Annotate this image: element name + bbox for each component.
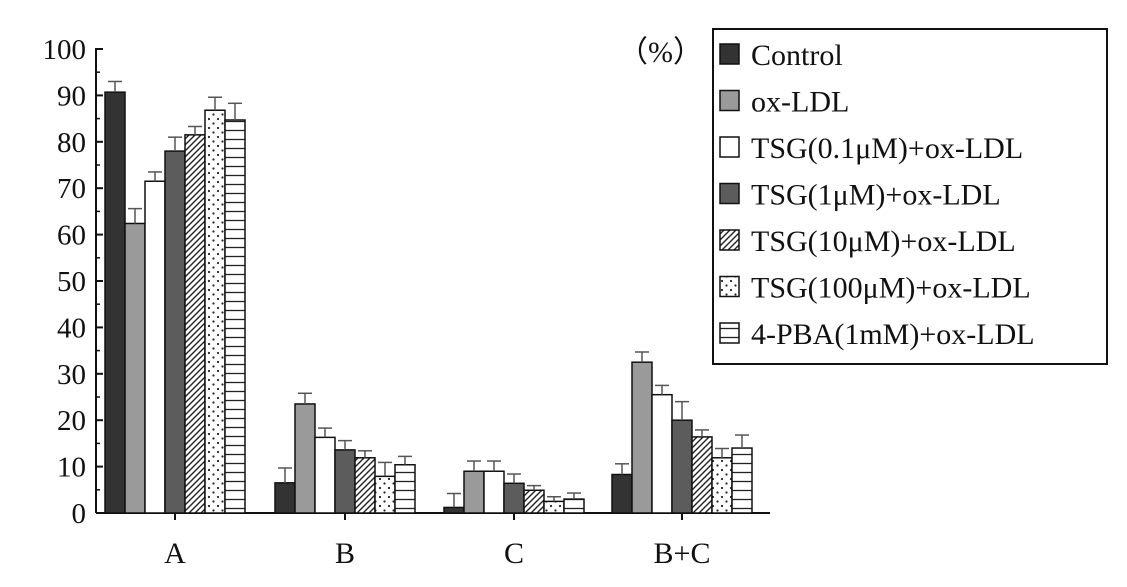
- legend-swatch: [719, 43, 740, 65]
- legend-swatch: [719, 275, 740, 298]
- bar: [691, 436, 713, 514]
- legend-label: ox-LDL: [751, 86, 849, 119]
- legend-box: [712, 28, 1108, 365]
- bar: [563, 498, 585, 514]
- bars: [104, 91, 753, 514]
- y-tick-label: 70: [57, 173, 86, 205]
- y-tick-label: 60: [57, 220, 86, 252]
- bar: [184, 134, 206, 514]
- bar: [611, 473, 633, 514]
- axes: 0 10 20 30 40 50 60 70 80 90 100 A B C B+C: [43, 34, 770, 570]
- bar: [144, 180, 166, 514]
- bar: [274, 482, 296, 514]
- bar: [463, 470, 485, 514]
- y-tick-label: 50: [57, 266, 86, 298]
- error-bars: [108, 80, 749, 508]
- bar: [443, 506, 465, 514]
- legend-swatch: [719, 229, 740, 251]
- bar: [204, 109, 226, 514]
- legend-swatch: [719, 136, 740, 158]
- y-tick-label: 90: [57, 80, 86, 112]
- x-category-label: A: [164, 537, 186, 570]
- legend: Control ox-LDL TSG(0.1μM)+ox-LDL TSG(1μM)+o…: [712, 28, 1108, 365]
- legend-label: TSG(100μM)+ox-LDL: [751, 272, 1031, 305]
- bar: [394, 463, 416, 514]
- legend-label: 4-PBA(1mM)+ox-LDL: [751, 318, 1035, 351]
- bar: [711, 457, 733, 514]
- legend-label: Control: [751, 39, 843, 72]
- bar: [164, 150, 186, 514]
- bar: [374, 475, 396, 514]
- x-category-label: B+C: [654, 537, 711, 570]
- bar: [483, 470, 505, 514]
- bar: [503, 482, 525, 514]
- unit-label: （%）: [618, 36, 703, 69]
- legend-label: TSG(1μM)+ox-LDL: [751, 179, 1001, 212]
- y-tick-label: 40: [57, 312, 86, 344]
- bar: [334, 449, 356, 514]
- y-tick-label: 0: [72, 498, 87, 530]
- legend-swatch: [719, 89, 740, 112]
- bar: [523, 489, 545, 514]
- bar: [651, 393, 673, 514]
- y-tick-label: 100: [43, 34, 87, 66]
- legend-label: TSG(10μM)+ox-LDL: [751, 225, 1016, 258]
- bar: [354, 457, 376, 514]
- legend-label: TSG(0.1μM)+ox-LDL: [751, 132, 1023, 165]
- y-tick-label: 20: [57, 405, 86, 437]
- x-category-label: C: [504, 537, 524, 570]
- y-tick-label: 80: [57, 127, 86, 159]
- bar: [124, 222, 146, 514]
- legend-swatch: [719, 322, 740, 344]
- x-category-label: B: [335, 537, 355, 570]
- y-tick-label: 10: [57, 452, 86, 484]
- bar: [671, 419, 693, 514]
- bar: [224, 119, 246, 514]
- bar: [631, 361, 653, 514]
- y-tick-label: 30: [57, 359, 86, 391]
- bar: [104, 91, 126, 514]
- bar: [294, 403, 316, 514]
- bar: [543, 500, 565, 514]
- bar: [314, 436, 336, 514]
- bar: [731, 447, 753, 514]
- legend-swatch: [719, 182, 740, 205]
